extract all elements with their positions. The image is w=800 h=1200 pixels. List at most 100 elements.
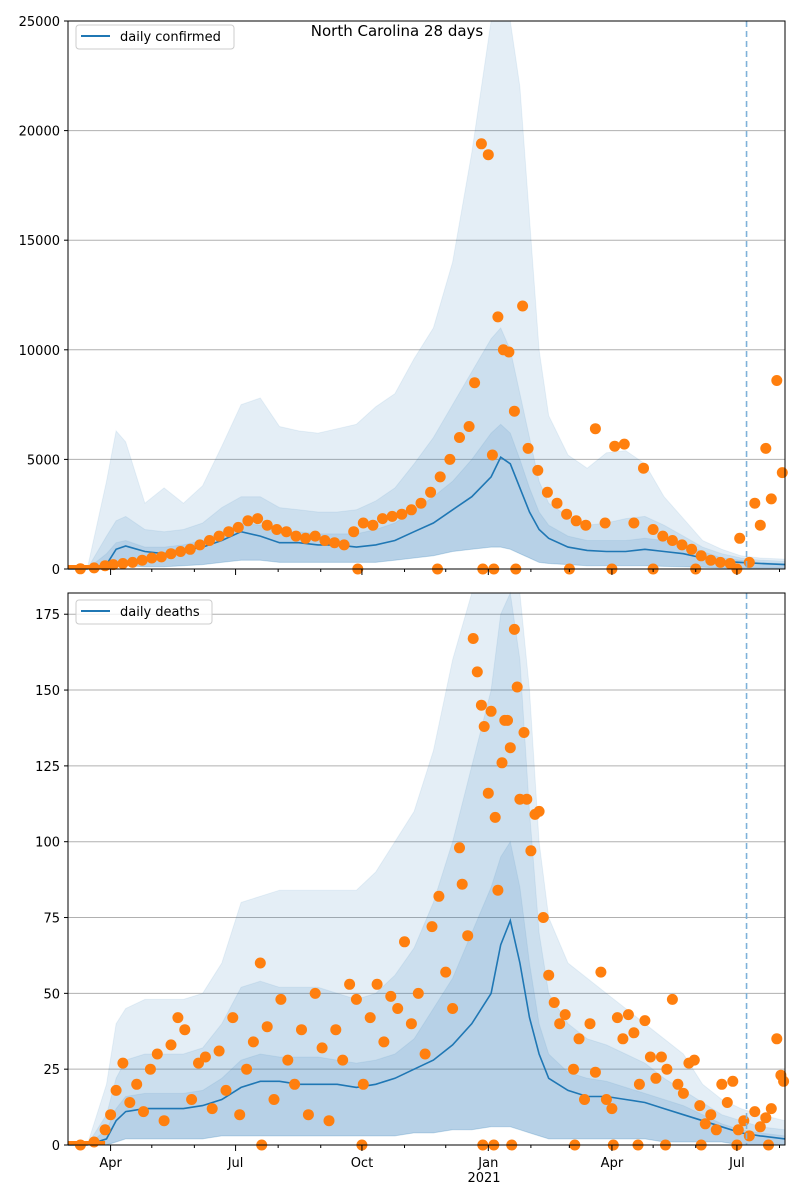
confirmed-observed-point xyxy=(290,530,302,542)
confirmed-y-tick-label: 5000 xyxy=(27,453,60,468)
deaths-x-tick-label: Oct xyxy=(351,1156,373,1171)
confirmed-observed-point xyxy=(242,515,254,527)
confirmed-observed-point xyxy=(175,546,187,557)
confirmed-observed-point xyxy=(155,551,167,563)
confirmed-observed-point xyxy=(213,530,225,542)
deaths-observed-point xyxy=(573,1033,585,1045)
confirmed-observed-point xyxy=(618,438,630,450)
deaths-observed-point xyxy=(158,1115,170,1127)
confirmed-observed-point xyxy=(425,486,437,498)
deaths-observed-point xyxy=(261,1021,273,1033)
deaths-observed-point xyxy=(778,1075,790,1087)
confirmed-observed-point xyxy=(463,421,475,432)
confirmed-axes-frame xyxy=(67,20,786,570)
confirmed-y-tick-label: 25000 xyxy=(19,15,60,30)
deaths-observed-point xyxy=(559,1009,571,1021)
confirmed-observed-point xyxy=(386,510,398,522)
confirmed-observed-point xyxy=(338,539,350,551)
confirmed-observed-point xyxy=(503,346,515,358)
deaths-observed-point xyxy=(732,1124,744,1136)
confirmed-observed-point xyxy=(261,519,273,531)
deaths-observed-point xyxy=(743,1130,755,1142)
confirmed-gridlines xyxy=(68,20,785,460)
confirmed-observed-point xyxy=(599,517,611,529)
deaths-observed-point xyxy=(655,1051,667,1063)
chart-title: North Carolina 28 days xyxy=(311,22,484,40)
deaths-observed-point xyxy=(705,1109,717,1121)
deaths-observed-point xyxy=(206,1103,218,1115)
confirmed-legend: daily confirmed xyxy=(75,24,235,50)
deaths-observed-point xyxy=(385,990,397,1002)
deaths-observed-point xyxy=(124,1097,136,1108)
confirmed-observed-point xyxy=(714,556,726,568)
deaths-observed-point xyxy=(489,811,501,823)
deaths-observed-point xyxy=(110,1084,122,1096)
deaths-observed-point xyxy=(611,1012,623,1024)
deaths-observed-point xyxy=(639,1015,651,1027)
deaths-observed-point xyxy=(172,1012,184,1024)
deaths-observed-point xyxy=(688,1054,700,1066)
confirmed-legend-label: daily confirmed xyxy=(120,30,221,45)
confirmed-observed-point xyxy=(492,311,504,323)
deaths-observed-point xyxy=(554,1018,566,1030)
deaths-observed-baseline xyxy=(68,1141,106,1145)
deaths-observed-point xyxy=(268,1094,280,1105)
confirmed-observed-point xyxy=(99,560,111,572)
confirmed-y-axis: 0 5000 10000 15000 20000 25000 xyxy=(19,15,68,578)
confirmed-y-tick-label: 10000 xyxy=(19,344,60,359)
deaths-observed-point xyxy=(482,787,494,799)
confirmed-observed-point xyxy=(686,543,698,555)
deaths-x-axis: Apr Jul Oct Jan Apr Jul xyxy=(99,1145,781,1171)
deaths-observed-point xyxy=(628,1027,640,1039)
deaths-x-tick-label: Jan xyxy=(477,1156,498,1171)
confirmed-observed-point xyxy=(551,497,563,509)
deaths-observed-point xyxy=(323,1115,335,1127)
deaths-observed-point xyxy=(537,912,549,923)
confirmed-observed-point xyxy=(469,377,481,389)
deaths-observed-point xyxy=(595,966,607,978)
confirmed-observed-point xyxy=(705,554,717,566)
deaths-observed-point xyxy=(475,699,487,711)
confirmed-observed-point xyxy=(107,559,119,571)
confirmed-observed-point xyxy=(666,535,678,546)
confirmed-observed-point xyxy=(695,550,707,562)
deaths-observed-point xyxy=(710,1124,722,1136)
deaths-y-tick-label: 75 xyxy=(43,912,60,927)
confirmed-observed-point xyxy=(541,486,553,498)
confirmed-observed-point xyxy=(676,539,688,551)
deaths-observed-point xyxy=(467,633,479,644)
confirmed-observed-point xyxy=(232,521,244,533)
deaths-observed-point xyxy=(518,727,530,738)
confirmed-observed-point xyxy=(165,548,177,560)
deaths-observed-point xyxy=(350,993,362,1005)
confirmed-observed-point xyxy=(223,526,235,538)
deaths-observed-point xyxy=(716,1078,728,1090)
deaths-observed-point xyxy=(199,1051,211,1063)
deaths-observed-point xyxy=(302,1109,314,1121)
deaths-observed-point xyxy=(525,845,537,857)
deaths-observed-point xyxy=(88,1136,100,1148)
deaths-observed-point xyxy=(99,1124,111,1136)
deaths-legend-box xyxy=(75,599,213,625)
confirmed-observed-point xyxy=(348,526,360,538)
confirmed-observed-point xyxy=(319,535,331,546)
deaths-observed-point xyxy=(749,1106,761,1118)
deaths-observed-point xyxy=(543,969,555,981)
deaths-observed-point xyxy=(213,1045,225,1057)
confirmed-observed-point xyxy=(127,556,139,568)
deaths-observed-point xyxy=(677,1087,689,1099)
confirmed-observed-point xyxy=(508,405,520,417)
deaths-observed-point xyxy=(412,987,424,999)
deaths-x-tick-label: Jul xyxy=(227,1156,244,1171)
deaths-observed-point xyxy=(456,878,468,890)
confirmed-observed-point xyxy=(760,442,772,454)
deaths-y-axis: 0 25 50 75 100 125 150 175 xyxy=(35,608,68,1154)
confirmed-observed-point xyxy=(405,504,417,516)
deaths-axes-frame xyxy=(67,592,786,1146)
deaths-observed-point xyxy=(378,1036,390,1048)
deaths-observed-point xyxy=(364,1012,376,1024)
deaths-observed-point xyxy=(600,1094,612,1105)
confirmed-observed-point xyxy=(136,554,148,566)
confirmed-observed-point xyxy=(657,530,669,542)
deaths-observed-point xyxy=(165,1039,177,1051)
